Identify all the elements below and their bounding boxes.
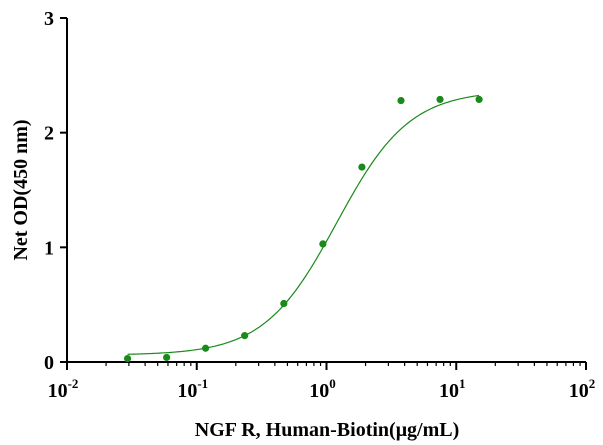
x-tick-base: 10 [439,380,459,402]
x-tick-exponent: 2 [589,376,596,391]
data-point [319,240,327,248]
y-ticks: 0 1 2 3 [44,8,67,374]
data-point [241,332,249,340]
data-point [475,95,483,104]
x-axis-title: NGF R, Human-Biotin(μg/mL) [195,419,460,441]
y-axis-title: Net OD(450 nm) [10,119,32,260]
x-tick-base: 10 [309,380,329,402]
x-tick-label: 10-2 [48,376,79,402]
x-tick-label: 100 [309,376,336,402]
data-points [123,95,483,363]
y-tick-label: 2 [44,123,54,145]
x-tick-label: 10-1 [177,376,208,402]
x-tick-exponent: -1 [197,376,208,391]
x-tick-exponent: 0 [329,376,336,391]
fit-curve [127,94,480,355]
data-point [358,163,366,171]
y-tick-label: 3 [44,8,54,30]
data-point [397,96,405,105]
y-tick-label: 0 [44,352,54,374]
data-point [123,354,132,363]
data-point [280,299,288,308]
axes [66,18,586,363]
data-point [201,344,210,352]
data-point [163,353,171,362]
x-tick-base: 10 [569,380,589,402]
x-tick-label: 101 [439,376,466,402]
x-tick-base: 10 [177,380,197,402]
x-tick-label: 102 [569,376,596,402]
x-tick-exponent: 1 [459,376,466,391]
data-point [436,95,444,104]
x-tick-base: 10 [48,380,68,402]
x-ticks: 10-2 10-1 100 101 102 [48,362,596,402]
x-tick-exponent: -2 [68,376,79,391]
y-tick-label: 1 [44,237,54,259]
